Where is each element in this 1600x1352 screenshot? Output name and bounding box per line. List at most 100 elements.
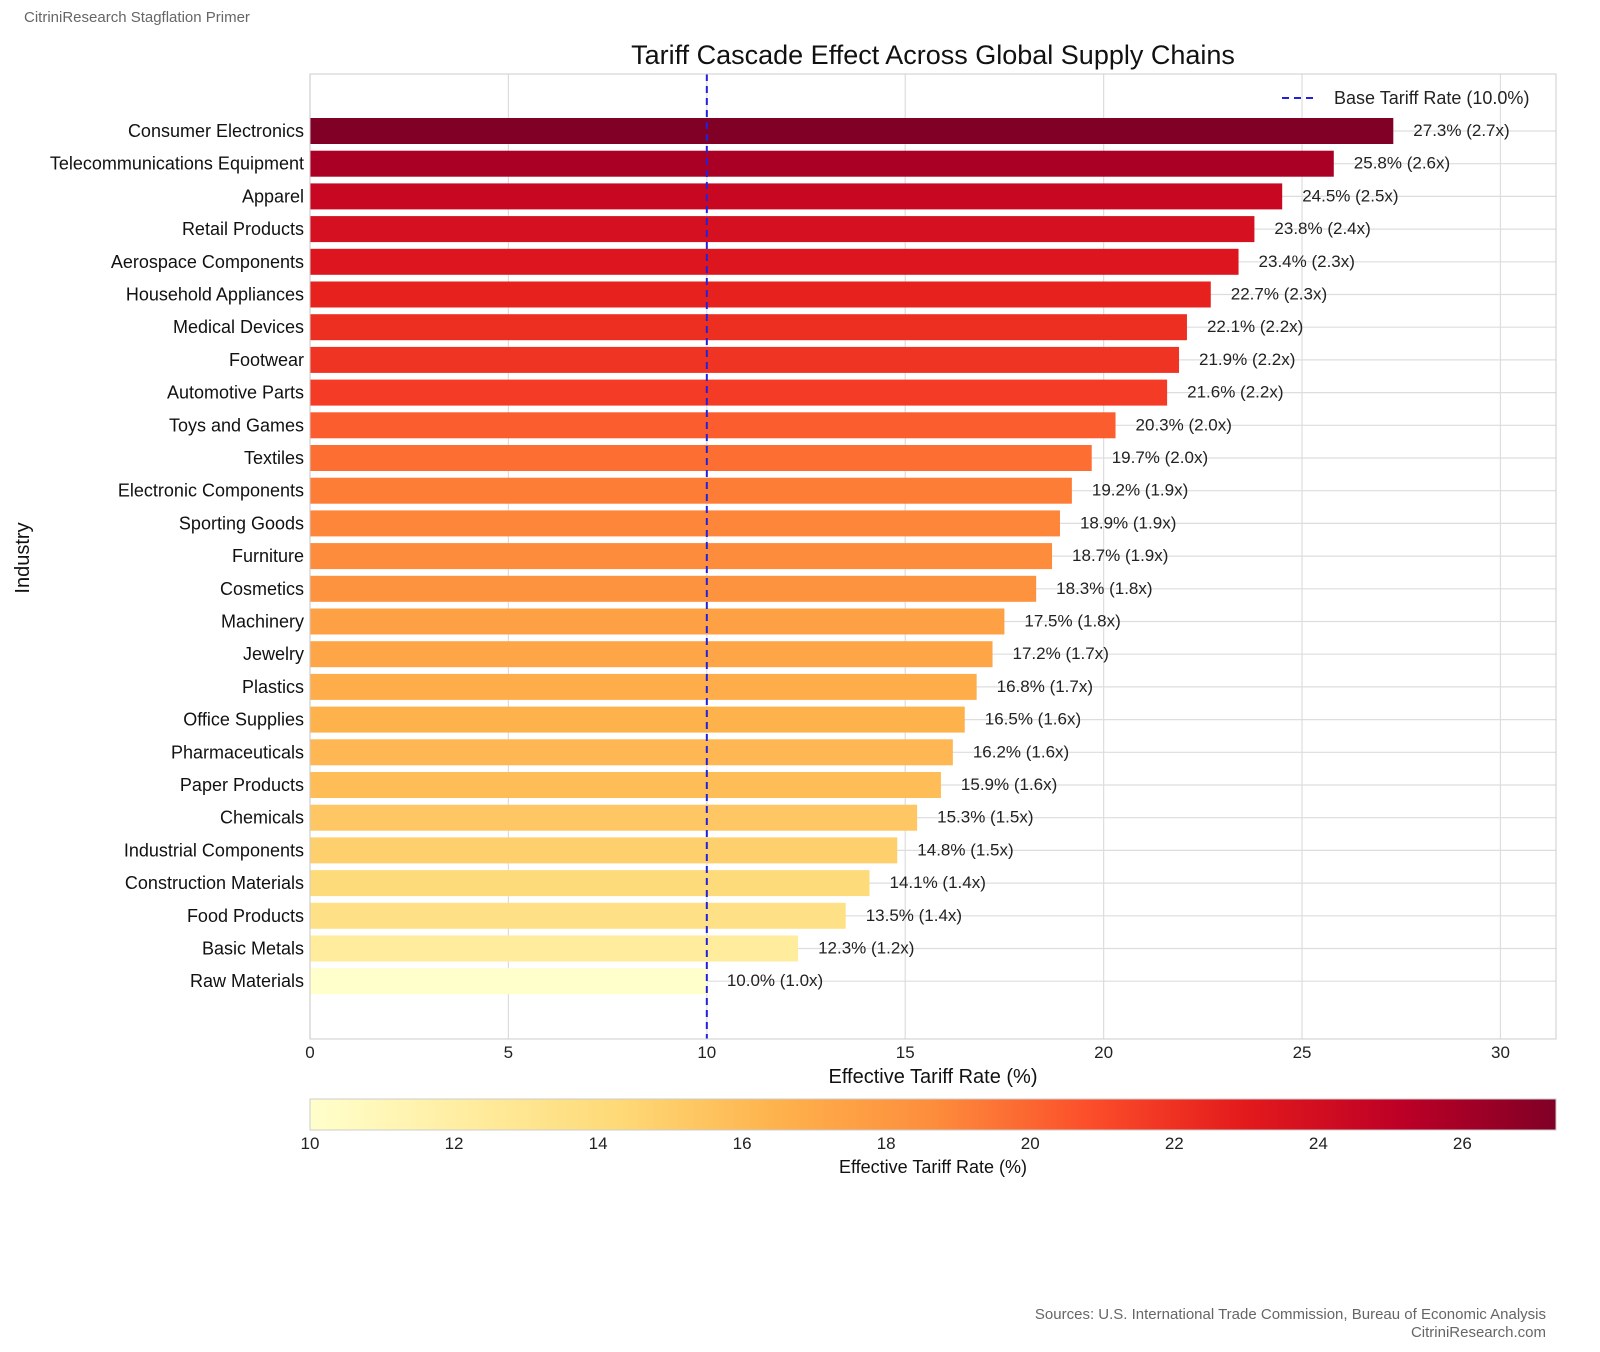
category-label: Footwear — [229, 350, 304, 370]
bar — [310, 641, 993, 668]
bar — [310, 870, 870, 897]
category-label: Pharmaceuticals — [171, 742, 304, 762]
x-tick-label: 15 — [896, 1043, 915, 1062]
bar-value-label: 23.8% (2.4x) — [1274, 219, 1370, 238]
bar-value-label: 18.3% (1.8x) — [1056, 579, 1152, 598]
sources-text: Sources: U.S. International Trade Commis… — [1034, 1306, 1546, 1323]
category-label: Household Appliances — [126, 285, 304, 305]
bar-value-label: 14.1% (1.4x) — [890, 873, 986, 892]
y-axis-label: Industry — [12, 522, 34, 593]
legend-label: Base Tariff Rate (10.0%) — [1334, 88, 1529, 108]
category-label: Consumer Electronics — [128, 121, 304, 141]
category-label: Toys and Games — [169, 415, 304, 435]
colorbar-tick-label: 26 — [1453, 1134, 1472, 1153]
bar-value-label: 27.3% (2.7x) — [1413, 121, 1509, 140]
category-labels: Consumer Electronics Telecommunications E… — [50, 121, 304, 991]
bar — [310, 837, 898, 864]
colorbar-tick-label: 12 — [445, 1134, 464, 1153]
category-label: Cosmetics — [220, 579, 304, 599]
bar-value-label: 16.8% (1.7x) — [997, 677, 1093, 696]
bar-value-label: 14.8% (1.5x) — [917, 840, 1013, 859]
bar-value-label: 18.7% (1.9x) — [1072, 546, 1168, 565]
bars-group — [310, 118, 1394, 995]
category-label: Furniture — [232, 546, 304, 566]
bar-value-label: 20.3% (2.0x) — [1136, 415, 1232, 434]
category-label: Electronic Components — [118, 481, 304, 501]
bar-value-labels: 27.3% (2.7x) 25.8% (2.6x) 24.5% (2.5x) 23.8… — [727, 121, 1510, 990]
bar-value-label: 16.2% (1.6x) — [973, 742, 1069, 761]
bar-value-label: 15.9% (1.6x) — [961, 775, 1057, 794]
category-label: Textiles — [244, 448, 304, 468]
bar — [310, 412, 1116, 439]
bar-value-label: 23.4% (2.3x) — [1259, 252, 1355, 271]
bar-value-label: 21.6% (2.2x) — [1187, 383, 1283, 402]
x-tick-label: 20 — [1094, 1043, 1113, 1062]
bar — [310, 118, 1394, 144]
category-label: Apparel — [242, 186, 304, 206]
colorbar-tick-label: 20 — [1021, 1134, 1040, 1153]
bar-value-label: 18.9% (1.9x) — [1080, 513, 1176, 532]
bar — [310, 673, 977, 700]
bar — [310, 346, 1180, 373]
colorbar-tick-label: 16 — [733, 1134, 752, 1153]
chart-title: Tariff Cascade Effect Across Global Supp… — [631, 40, 1235, 70]
category-label: Basic Metals — [202, 939, 304, 959]
bar-value-label: 13.5% (1.4x) — [866, 906, 962, 925]
x-tick-labels: 0 5 10 15 20 25 30 — [305, 1043, 1510, 1062]
bar-value-label: 21.9% (2.2x) — [1199, 350, 1295, 369]
category-label: Chemicals — [220, 808, 304, 828]
bar — [310, 248, 1239, 275]
category-label: Medical Devices — [173, 317, 304, 337]
bar — [310, 510, 1060, 537]
bar-value-label: 22.7% (2.3x) — [1231, 285, 1327, 304]
bar-value-label: 19.7% (2.0x) — [1112, 448, 1208, 467]
colorbar-label: Effective Tariff Rate (%) — [839, 1157, 1027, 1177]
bar-value-label: 22.1% (2.2x) — [1207, 317, 1303, 336]
category-label: Aerospace Components — [111, 252, 304, 272]
bar — [310, 445, 1092, 471]
bar — [310, 575, 1037, 602]
category-label: Plastics — [242, 677, 304, 697]
bar — [310, 706, 965, 733]
bar-value-label: 10.0% (1.0x) — [727, 971, 823, 990]
source-header: CitriniResearch Stagflation Primer — [24, 9, 250, 26]
bar — [310, 543, 1053, 570]
bar — [310, 379, 1168, 406]
plot-frame — [309, 73, 1557, 1040]
bar-value-label: 24.5% (2.5x) — [1302, 186, 1398, 205]
bar-value-label: 19.2% (1.9x) — [1092, 481, 1188, 500]
bar — [310, 477, 1072, 504]
colorbar-tick-label: 24 — [1309, 1134, 1328, 1153]
bar-value-label: 17.2% (1.7x) — [1013, 644, 1109, 663]
colorbar-tick-label: 22 — [1165, 1134, 1184, 1153]
category-label: Construction Materials — [125, 873, 304, 893]
bar — [310, 183, 1283, 210]
category-label: Machinery — [221, 612, 304, 632]
bar — [310, 281, 1211, 308]
bar — [310, 935, 799, 962]
category-label: Food Products — [187, 906, 304, 926]
site-text: CitriniResearch.com — [1410, 1324, 1546, 1341]
bar-value-label: 16.5% (1.6x) — [985, 710, 1081, 729]
category-label: Industrial Components — [124, 840, 304, 860]
bar-value-label: 15.3% (1.5x) — [937, 808, 1033, 827]
category-label: Automotive Parts — [167, 383, 304, 403]
legend: Base Tariff Rate (10.0%) — [1282, 88, 1529, 108]
category-label: Sporting Goods — [179, 513, 304, 533]
bar — [310, 314, 1187, 341]
category-label: Office Supplies — [183, 710, 304, 730]
x-axis-label: Effective Tariff Rate (%) — [829, 1066, 1038, 1088]
bar — [310, 150, 1334, 177]
colorbar-tick-label: 18 — [877, 1134, 896, 1153]
bar — [310, 902, 846, 929]
colorbar-tick-label: 10 — [301, 1134, 320, 1153]
category-label: Paper Products — [180, 775, 304, 795]
category-label: Raw Materials — [190, 971, 304, 991]
bar-value-label: 12.3% (1.2x) — [818, 939, 914, 958]
x-tick-label: 30 — [1491, 1043, 1510, 1062]
bar — [310, 968, 707, 995]
colorbar-tick-label: 14 — [589, 1134, 608, 1153]
bar — [310, 739, 953, 766]
bar-value-label: 25.8% (2.6x) — [1354, 154, 1450, 173]
